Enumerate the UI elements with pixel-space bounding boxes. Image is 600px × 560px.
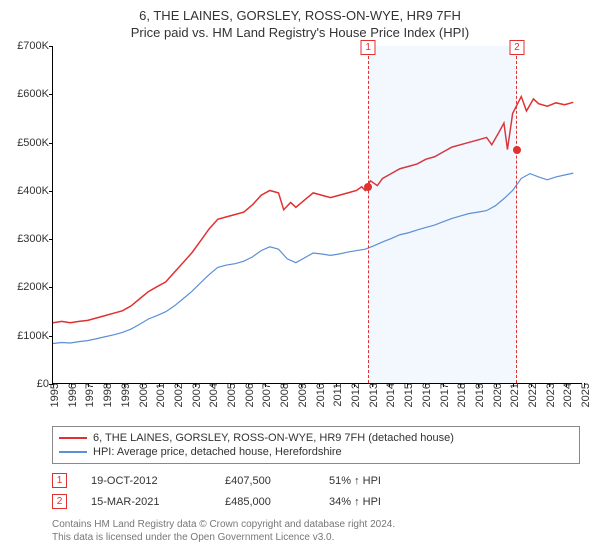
legend-item-property: 6, THE LAINES, GORSLEY, ROSS-ON-WYE, HR9… [59,431,573,445]
sales-row-price: £407,500 [225,475,305,487]
ownership-shaded-region [368,46,517,383]
x-tick-label: 2023 [541,383,557,407]
x-tick-label: 1995 [45,383,61,407]
x-tick-label: 1997 [80,383,96,407]
legend-item-hpi: HPI: Average price, detached house, Here… [59,445,573,459]
x-tick-label: 2013 [364,383,380,407]
sales-row-hpi: 51% ↑ HPI [329,475,381,487]
x-tick-label: 1998 [98,383,114,407]
x-tick-label: 2004 [204,383,220,407]
footer-line2: This data is licensed under the Open Gov… [52,531,580,544]
y-tick-mark [49,191,53,192]
y-tick-mark [49,336,53,337]
x-tick-label: 2022 [523,383,539,407]
legend: 6, THE LAINES, GORSLEY, ROSS-ON-WYE, HR9… [52,426,580,464]
x-tick-label: 2002 [169,383,185,407]
y-tick-label: £300K [17,233,53,245]
x-tick-label: 2001 [151,383,167,407]
sales-row-date: 15-MAR-2021 [91,496,201,508]
x-tick-label: 2009 [293,383,309,407]
x-tick-label: 2021 [505,383,521,407]
x-tick-label: 1999 [116,383,132,407]
x-tick-label: 2000 [134,383,150,407]
sale-dot [364,183,372,191]
x-tick-label: 2025 [576,383,592,407]
sales-row: 2 15-MAR-2021 £485,000 34% ↑ HPI [52,491,580,512]
y-tick-label: £700K [17,40,53,52]
x-tick-label: 2019 [470,383,486,407]
x-tick-label: 2012 [346,383,362,407]
x-tick-label: 2016 [417,383,433,407]
x-tick-label: 2010 [311,383,327,407]
legend-label-hpi: HPI: Average price, detached house, Here… [93,446,342,458]
y-tick-label: £200K [17,281,53,293]
y-tick-label: £500K [17,137,53,149]
chart-title-subtitle: Price paid vs. HM Land Registry's House … [10,25,590,40]
sales-row-marker: 2 [52,494,67,509]
x-tick-label: 2003 [187,383,203,407]
legend-swatch-hpi [59,451,87,453]
chart-title-address: 6, THE LAINES, GORSLEY, ROSS-ON-WYE, HR9… [10,8,590,23]
footer-line1: Contains HM Land Registry data © Crown c… [52,518,580,531]
footer-attribution: Contains HM Land Registry data © Crown c… [52,518,580,544]
y-tick-label: £400K [17,185,53,197]
x-tick-label: 2008 [275,383,291,407]
plot-area: £0£100K£200K£300K£400K£500K£600K£700K199… [52,46,582,384]
sales-row-date: 19-OCT-2012 [91,475,201,487]
legend-label-property: 6, THE LAINES, GORSLEY, ROSS-ON-WYE, HR9… [93,432,454,444]
sales-row-marker: 1 [52,473,67,488]
sales-table: 1 19-OCT-2012 £407,500 51% ↑ HPI 2 15-MAR-202… [52,470,580,512]
y-tick-mark [49,94,53,95]
sale-marker-box: 2 [509,40,524,55]
y-tick-label: £600K [17,88,53,100]
sale-marker-box: 1 [361,40,376,55]
sales-row-hpi: 34% ↑ HPI [329,496,381,508]
x-tick-label: 2017 [435,383,451,407]
x-tick-label: 2014 [381,383,397,407]
x-tick-label: 2015 [399,383,415,407]
x-tick-label: 2011 [328,383,344,407]
y-tick-mark [49,287,53,288]
x-tick-label: 2024 [558,383,574,407]
sale-dot [513,146,521,154]
x-tick-label: 2006 [240,383,256,407]
x-tick-label: 2020 [488,383,504,407]
chart-container: 6, THE LAINES, GORSLEY, ROSS-ON-WYE, HR9… [0,0,600,560]
y-tick-label: £100K [17,330,53,342]
sales-row: 1 19-OCT-2012 £407,500 51% ↑ HPI [52,470,580,491]
x-tick-label: 1996 [63,383,79,407]
sales-row-price: £485,000 [225,496,305,508]
y-tick-mark [49,143,53,144]
y-tick-mark [49,239,53,240]
x-tick-label: 2005 [222,383,238,407]
y-tick-mark [49,46,53,47]
legend-swatch-property [59,437,87,439]
x-tick-label: 2007 [257,383,273,407]
x-tick-label: 2018 [452,383,468,407]
